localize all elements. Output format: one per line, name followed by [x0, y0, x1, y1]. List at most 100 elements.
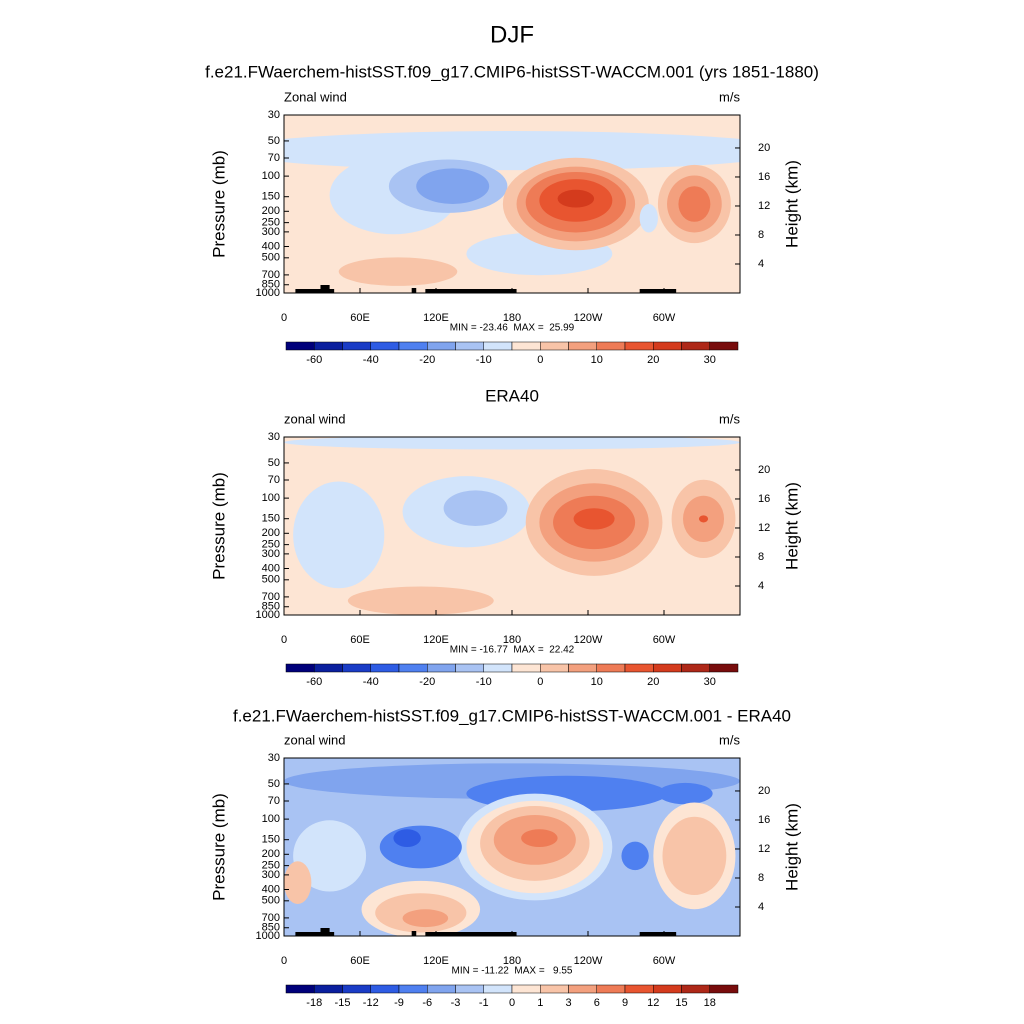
contour-region: [402, 909, 449, 928]
colorbar-box: [370, 341, 400, 351]
contour-field: [284, 758, 740, 936]
contour-region: [678, 186, 711, 222]
y2-tick-label: 4: [758, 580, 764, 592]
colorbar-label: -20: [419, 676, 435, 688]
colorbar-label: -60: [306, 354, 322, 366]
colorbar-box: [681, 341, 710, 351]
contour-region: [639, 204, 658, 233]
y-tick-label: 50: [268, 457, 280, 469]
x-tick-label: 60E: [350, 955, 370, 967]
y-tick-label: 300: [262, 869, 280, 881]
y-tick-label: 30: [268, 752, 280, 764]
x-tick-label: 120W: [574, 955, 603, 967]
colorbar-box: [455, 984, 484, 994]
contour-region: [284, 131, 740, 171]
colorbar-box: [624, 663, 654, 673]
contour-region: [662, 816, 727, 896]
colorbar-box: [511, 663, 541, 673]
y-tick-label: 70: [268, 152, 280, 164]
topography: [425, 289, 517, 293]
x-tick-label: 60W: [653, 634, 676, 646]
y2-axis-label: Height (km): [782, 482, 801, 570]
colorbar-box: [596, 663, 626, 673]
topography: [639, 289, 677, 293]
topography: [425, 932, 517, 936]
y-tick-label: 100: [262, 170, 280, 182]
contour-region: [698, 515, 709, 523]
right-label: m/s: [719, 411, 740, 426]
y2-tick-label: 16: [758, 171, 770, 183]
contour-region: [393, 829, 421, 847]
y-tick-label: 70: [268, 795, 280, 807]
colorbar-label: 10: [591, 354, 603, 366]
y2-tick-label: 20: [758, 785, 770, 797]
colorbar-label: -1: [479, 997, 489, 1009]
y-tick-label: 700: [262, 269, 280, 281]
topography: [320, 928, 330, 936]
y2-tick-label: 16: [758, 493, 770, 505]
y-axis-label: Pressure (mb): [209, 150, 228, 258]
x-tick-label: 180: [503, 312, 521, 324]
colorbar-box: [681, 663, 710, 673]
y-axis-label: Pressure (mb): [209, 472, 228, 580]
colorbar-label: -40: [363, 354, 379, 366]
y-tick-label: 1000: [256, 930, 280, 942]
y-tick-label: 150: [262, 191, 280, 203]
x-tick-label: 60W: [653, 955, 676, 967]
x-tick-label: 60W: [653, 312, 676, 324]
colorbar-label: 6: [594, 997, 600, 1009]
colorbar-box: [568, 341, 597, 351]
y2-tick-label: 4: [758, 258, 764, 270]
y-tick-label: 300: [262, 548, 280, 560]
colorbar-label: 30: [704, 354, 716, 366]
contour-region: [379, 825, 462, 869]
colorbar-label: 0: [509, 997, 515, 1009]
colorbar-box: [568, 984, 597, 994]
contour-region: [621, 841, 649, 871]
right-label: m/s: [719, 732, 740, 747]
colorbar-box: [427, 341, 456, 351]
left-label: zonal wind: [284, 411, 345, 426]
colorbar-box: [314, 341, 343, 351]
colorbar-label: -6: [422, 997, 432, 1009]
colorbar-box: [285, 984, 315, 994]
colorbar-box: [285, 663, 315, 673]
colorbar-box: [540, 663, 569, 673]
colorbar-label: 12: [647, 997, 659, 1009]
colorbar-box: [455, 341, 484, 351]
y2-tick-label: 12: [758, 843, 770, 855]
y-tick-label: 700: [262, 912, 280, 924]
panel-title: ERA40: [485, 386, 539, 405]
colorbar-box: [540, 341, 569, 351]
topography: [295, 289, 335, 293]
colorbar-box: [483, 663, 513, 673]
y2-tick-label: 20: [758, 464, 770, 476]
x-tick-label: 120W: [574, 634, 603, 646]
x-tick-label: 180: [503, 955, 521, 967]
y-tick-label: 250: [262, 539, 280, 551]
colorbar-box: [342, 663, 371, 673]
colorbar-label: 18: [704, 997, 716, 1009]
y-tick-label: 100: [262, 492, 280, 504]
colorbar-box: [596, 341, 626, 351]
contour-region: [284, 861, 312, 904]
x-tick-label: 0: [281, 955, 287, 967]
y-tick-label: 300: [262, 226, 280, 238]
y2-tick-label: 12: [758, 200, 770, 212]
y2-axis-label: Height (km): [782, 160, 801, 248]
y-tick-label: 250: [262, 860, 280, 872]
min-max: MIN = -16.77 MAX = 22.42: [450, 645, 575, 656]
y2-tick-label: 8: [758, 872, 764, 884]
y-tick-label: 500: [262, 895, 280, 907]
y-tick-label: 500: [262, 574, 280, 586]
colorbar-label: -10: [476, 354, 492, 366]
panel-title: f.e21.FWaerchem-histSST.f09_g17.CMIP6-hi…: [233, 706, 791, 725]
panel-title: f.e21.FWaerchem-histSST.f09_g17.CMIP6-hi…: [205, 62, 819, 81]
colorbar-label: 3: [565, 997, 571, 1009]
y2-axis-label: Height (km): [782, 803, 801, 891]
colorbar-label: 1: [537, 997, 543, 1009]
y-tick-label: 150: [262, 834, 280, 846]
colorbar-box: [455, 663, 484, 673]
y-tick-label: 200: [262, 527, 280, 539]
y-tick-label: 200: [262, 205, 280, 217]
